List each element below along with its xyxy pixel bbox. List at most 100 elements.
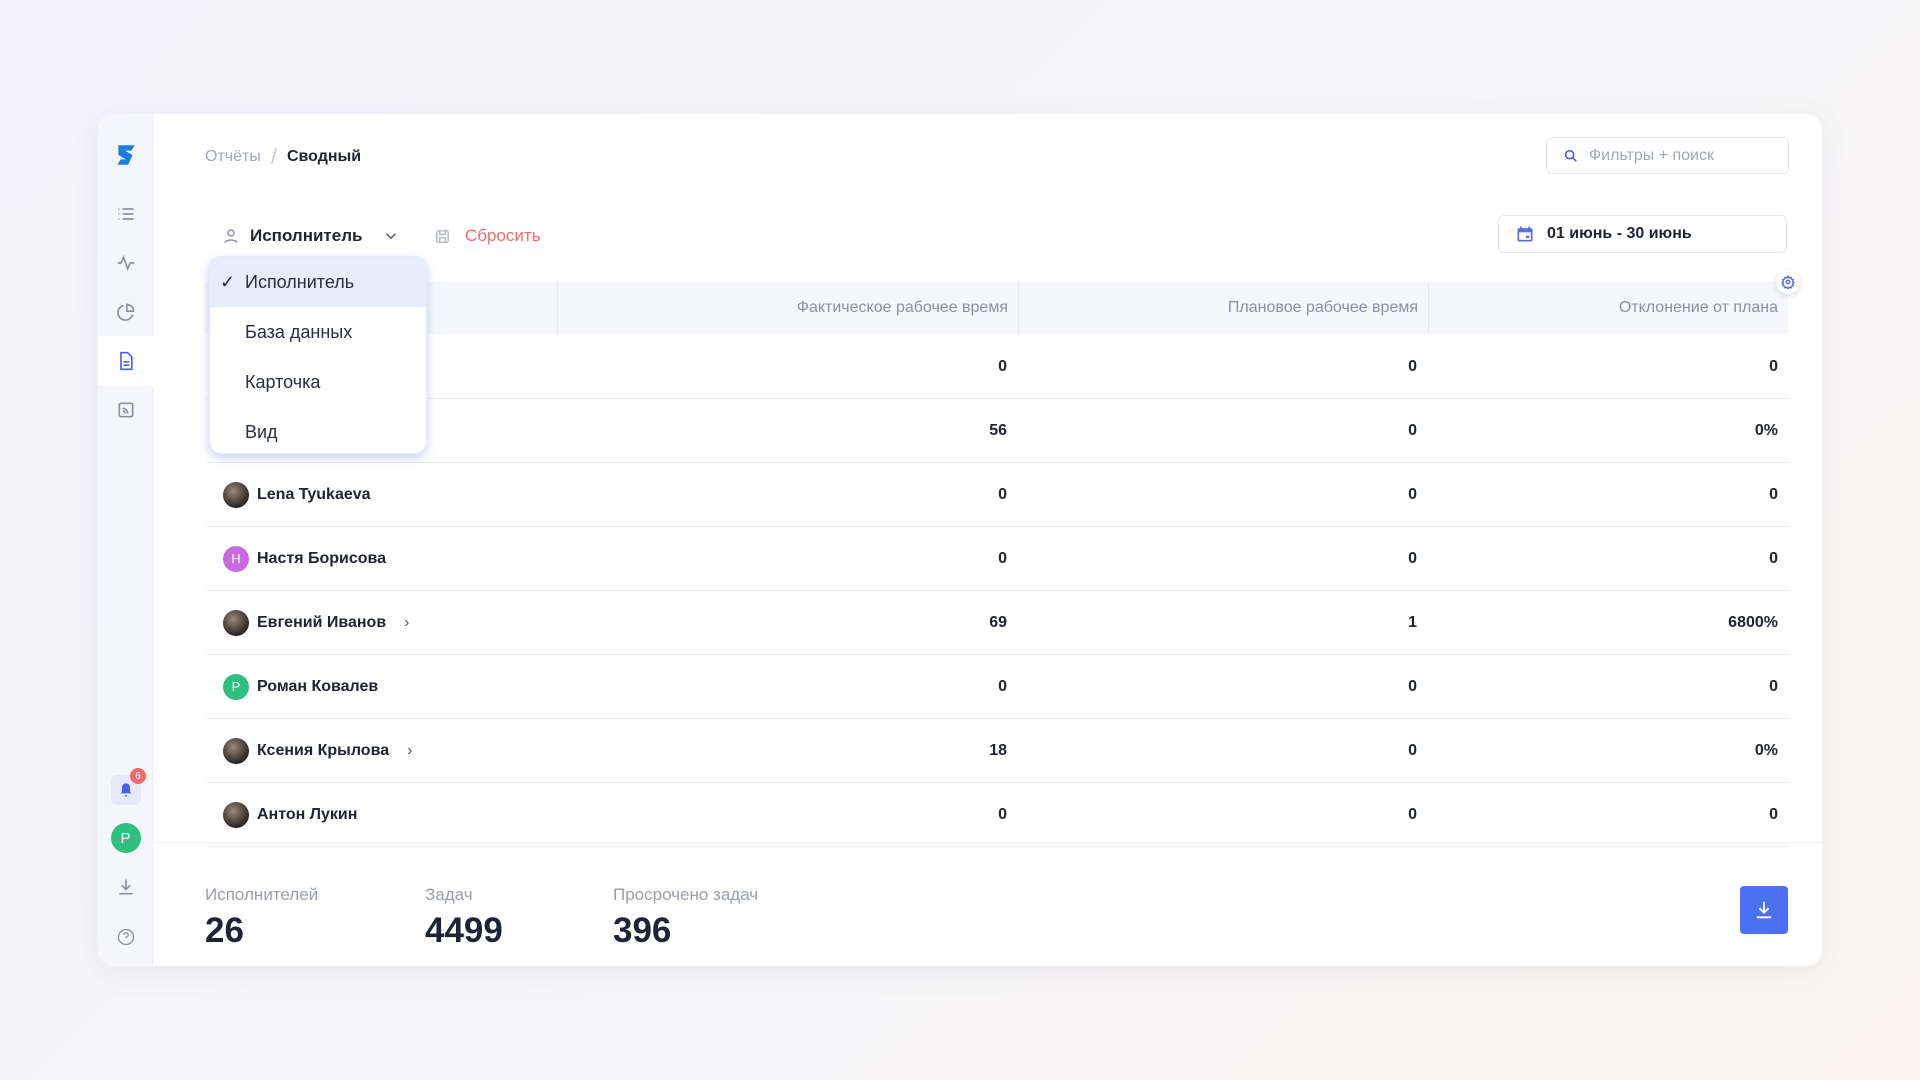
sidebar-item-reports[interactable] [98, 336, 153, 386]
avatar [223, 801, 249, 828]
avatar: Р [223, 673, 249, 700]
table-row[interactable]: Р Роман Ковалев 0 0 0 [205, 655, 1788, 719]
cell-actual: 0 [998, 805, 1007, 823]
stat-label: Задач [425, 885, 473, 904]
stat-label: Исполнителей [205, 885, 319, 904]
cell-actual: 18 [989, 741, 1007, 759]
sidebar: 6 Р [98, 114, 153, 966]
cell-deviation: 0% [1754, 421, 1778, 439]
sidebar-item-download[interactable] [98, 867, 153, 907]
option-label: Карточка [245, 371, 321, 392]
chevron-right-icon[interactable]: › [407, 741, 413, 759]
group-by-dropdown: ✓ Исполнитель База данных Карточка Вид [209, 256, 427, 454]
cell-plan: 0 [1408, 421, 1417, 439]
logo[interactable] [98, 135, 153, 175]
sidebar-item-activity[interactable] [98, 243, 153, 283]
stat-value: 4499 [425, 911, 503, 950]
cell-deviation: 0% [1754, 741, 1778, 759]
avatar [223, 481, 249, 508]
sidebar-item-feed[interactable] [98, 390, 153, 430]
column-header-deviation[interactable]: Отклонение от плана [1428, 282, 1788, 334]
sidebar-item-help[interactable] [98, 917, 153, 957]
notification-badge: 6 [130, 768, 146, 784]
group-by-select[interactable]: Исполнитель [222, 226, 400, 246]
dropdown-option-view[interactable]: Вид [210, 407, 426, 453]
user-avatar[interactable]: Р [98, 818, 153, 858]
option-label: Исполнитель [245, 271, 355, 292]
date-range-picker[interactable]: 01 июнь - 30 июнь [1498, 215, 1787, 253]
cell-deviation: 0 [1769, 805, 1778, 823]
cell-actual: 0 [998, 485, 1007, 503]
stat-value: 396 [613, 911, 672, 950]
export-button[interactable] [1740, 886, 1788, 934]
table-row[interactable]: Н Настя Борисова 0 0 0 [205, 527, 1788, 591]
search-icon [1564, 149, 1577, 162]
table-row[interactable]: Ксения Крылова › 18 0 0% [205, 719, 1788, 783]
app-window: 6 Р Отчёты / Сводный Фильтры + поиск Исп… [98, 114, 1822, 966]
table-settings-button[interactable] [1776, 270, 1800, 294]
check-icon: ✓ [220, 271, 236, 292]
user-icon [224, 229, 238, 244]
row-name: Р Роман Ковалев [223, 655, 378, 718]
date-range-value: 01 июнь - 30 июнь [1547, 225, 1692, 242]
sidebar-item-analytics[interactable] [98, 292, 153, 332]
avatar [223, 609, 249, 636]
help-icon [117, 928, 134, 946]
cell-actual: 69 [989, 613, 1007, 631]
cell-deviation: 6800% [1728, 613, 1778, 631]
page-title: Сводный [286, 148, 362, 165]
bell-icon [120, 783, 131, 797]
cell-deviation: 0 [1769, 677, 1778, 695]
stat-value: 26 [205, 911, 244, 950]
notifications-button[interactable]: 6 [98, 768, 153, 810]
table-row[interactable]: Антон Лукин 0 0 0 [205, 783, 1788, 847]
row-name: Ксения Крылова › [223, 719, 412, 782]
avatar: Н [223, 545, 249, 572]
chevron-right-icon[interactable]: › [404, 613, 410, 631]
reset-button[interactable]: Сбросить [434, 226, 541, 246]
executor-name: Евгений Иванов [257, 613, 387, 631]
breadcrumb-separator: / [270, 144, 277, 169]
summary-footer: Исполнителей 26 Задач 4499 Просрочено зада… [153, 842, 1822, 966]
cell-plan: 0 [1408, 357, 1417, 375]
sidebar-item-list[interactable] [98, 194, 153, 234]
document-icon [119, 351, 133, 371]
table-row[interactable]: 0 0 0 [205, 335, 1788, 399]
breadcrumb-parent[interactable]: Отчёты [205, 148, 261, 165]
cell-actual: 0 [998, 357, 1007, 375]
row-name: Lena Tyukaeva [223, 463, 371, 526]
table-row[interactable]: Евгений Иванов › 69 1 6800% [205, 591, 1788, 655]
cell-actual: 56 [989, 421, 1007, 439]
list-icon [118, 208, 133, 220]
table-header: Фактическое рабочее время Плановое рабоч… [205, 282, 1788, 334]
gear-icon [1781, 275, 1795, 289]
dropdown-option-card[interactable]: Карточка [210, 357, 426, 407]
cell-plan: 0 [1408, 805, 1417, 823]
avatar [223, 737, 249, 764]
stat-overdue: Просрочено задач 396 [613, 885, 758, 951]
search-input[interactable]: Фильтры + поиск [1546, 137, 1789, 174]
logo-icon [116, 145, 135, 165]
option-label: База данных [245, 321, 353, 342]
executor-name: Роман Ковалев [257, 677, 379, 695]
search-placeholder: Фильтры + поиск [1589, 146, 1714, 164]
table-row[interactable]: Lena Tyukaeva 0 0 0 [205, 463, 1788, 527]
column-header-actual[interactable]: Фактическое рабочее время [557, 282, 1018, 334]
download-icon [1756, 901, 1772, 919]
avatar: Р [110, 823, 141, 853]
calendar-icon [1517, 226, 1533, 242]
option-label: Вид [245, 421, 278, 442]
dropdown-option-database[interactable]: База данных [210, 307, 426, 357]
dropdown-option-executor[interactable]: ✓ Исполнитель [210, 257, 426, 307]
pie-chart-icon [116, 303, 134, 321]
row-name: Евгений Иванов › [223, 591, 409, 654]
executor-name: Антон Лукин [257, 805, 358, 823]
group-by-label: Исполнитель [250, 226, 363, 245]
save-icon [436, 229, 449, 243]
rss-icon [118, 402, 133, 418]
column-header-plan[interactable]: Плановое рабочее время [1018, 282, 1428, 334]
row-name: Н Настя Борисова [223, 527, 386, 590]
table-row[interactable]: 56 0 0% [205, 399, 1788, 463]
cell-actual: 0 [998, 677, 1007, 695]
cell-deviation: 0 [1769, 357, 1778, 375]
